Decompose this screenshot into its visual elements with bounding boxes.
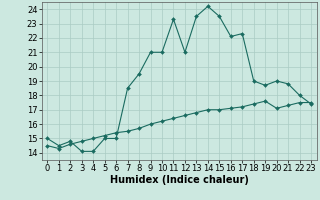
X-axis label: Humidex (Indice chaleur): Humidex (Indice chaleur) <box>110 175 249 185</box>
